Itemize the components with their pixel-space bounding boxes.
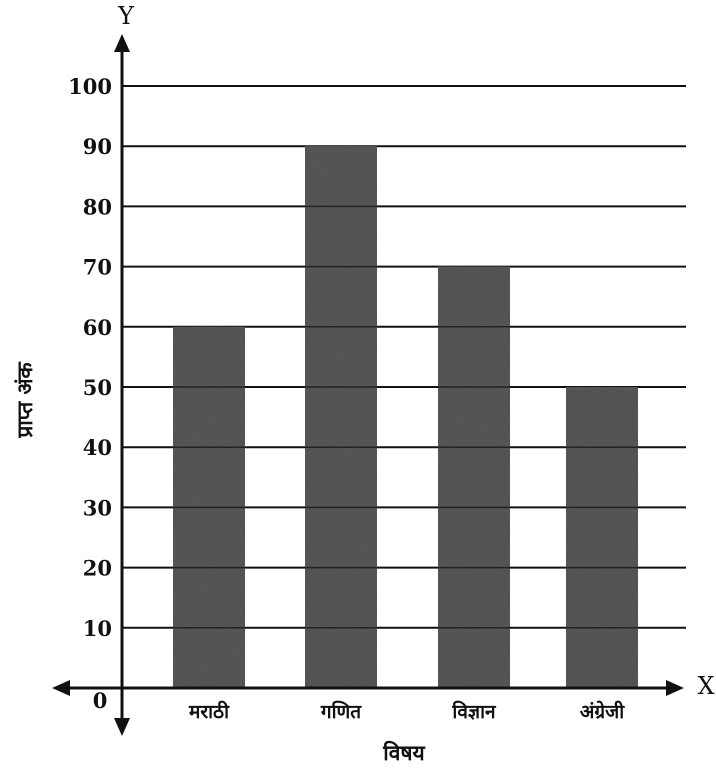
x-axis-arrow-right [666, 680, 684, 696]
bar-1 [305, 146, 377, 688]
y-tick-label: 30 [83, 495, 112, 520]
y-tick-label: 100 [68, 74, 112, 99]
y-tick-label: 90 [83, 134, 112, 159]
category-labels: मराठी गणित विज्ञान अंग्रेजी [188, 700, 625, 723]
bar-2 [438, 266, 510, 688]
y-axis-letter: Y [117, 2, 135, 30]
axes [52, 34, 684, 736]
bars [173, 146, 638, 688]
y-axis-title: प्राप्त अंक [13, 361, 37, 438]
category-label: अंग्रेजी [580, 700, 625, 723]
x-axis-letter: X [697, 672, 714, 700]
x-axis-title: विषय [382, 740, 425, 765]
category-label: विज्ञान [451, 700, 497, 723]
origin-label: 0 [93, 688, 108, 713]
y-tick-label: 10 [83, 616, 112, 641]
y-tick-label: 20 [83, 556, 112, 581]
y-tick-label: 60 [83, 315, 112, 340]
y-tick-labels: 10 20 30 40 50 60 70 80 90 100 [68, 74, 112, 641]
y-tick-label: 70 [83, 255, 112, 280]
x-axis-arrow-left [52, 680, 70, 696]
category-label: गणित [320, 700, 362, 723]
y-tick-label: 50 [83, 375, 112, 400]
y-tick-label: 40 [83, 435, 112, 460]
bar-3 [566, 387, 638, 688]
category-label: मराठी [188, 700, 230, 723]
y-axis-arrow-down [114, 718, 130, 736]
y-tick-label: 80 [83, 194, 112, 219]
y-axis-arrow-up [114, 34, 130, 52]
